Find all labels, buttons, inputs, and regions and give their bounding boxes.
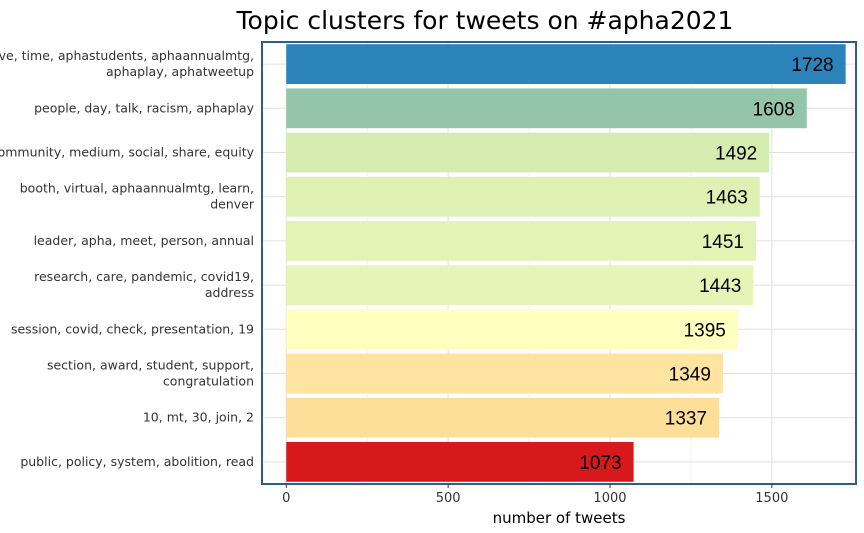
y-tick-label: people, day, talk, racism, aphaplay: [34, 100, 255, 115]
y-axis-labels: love, time, aphastudents, aphaannualmtg,…: [0, 48, 255, 469]
y-tick-label: section, award, student, support, congrat…: [47, 358, 254, 389]
bar: [286, 353, 723, 394]
bar: [286, 44, 846, 84]
bar: [286, 309, 738, 350]
y-tick-label: session, covid, check, presentation, 19: [11, 321, 254, 336]
bar-value-label: 1451: [702, 232, 744, 253]
bar: [286, 265, 754, 305]
y-tick-label: research, care, pandemic, covid19, addres…: [34, 269, 254, 300]
bar-value-label: 1337: [665, 409, 707, 430]
plot-border: [261, 41, 857, 485]
bar-value-label: 1608: [753, 99, 795, 120]
bar: [286, 442, 634, 482]
bar-value-label: 1728: [791, 55, 833, 76]
bar: [286, 176, 760, 217]
bar-value-label: 1492: [715, 144, 757, 165]
y-tick-label: booth, virtual, aphaannualmtg, learn, den…: [20, 181, 255, 212]
y-tick-label: public, policy, system, abolition, read: [20, 454, 254, 469]
y-tick-label: leader, apha, meet, person, annual: [34, 233, 254, 248]
x-tick-label: 1500: [755, 491, 788, 506]
y-tick-label: community, medium, social, share, equity: [0, 145, 255, 160]
bar-value-label: 1073: [579, 453, 621, 474]
chart-title: Topic clusters for tweets on #apha2021: [236, 6, 734, 35]
x-tick-label: 1000: [593, 491, 626, 506]
bar-series: [286, 44, 846, 482]
bar: [286, 397, 720, 438]
x-axis-ticks: 0 500 1000 1500: [282, 484, 788, 506]
bar-value-label: 1463: [706, 188, 748, 209]
bar-value-label: 1395: [684, 320, 726, 341]
x-tick-label: 500: [436, 491, 461, 506]
bar-value-label: 1349: [669, 365, 711, 386]
x-tick-label: 0: [282, 491, 290, 506]
bar: [286, 88, 807, 129]
bar: [286, 132, 770, 173]
y-tick-label: 10, mt, 30, join, 2: [143, 410, 254, 425]
y-tick-label: love, time, aphastudents, aphaannualmtg,…: [0, 48, 254, 79]
data-labels: 1728 1608 1492 1463 1451 1443 1395 1349 1337 1073: [579, 55, 833, 474]
bar: [286, 221, 756, 261]
x-axis-title: number of tweets: [493, 509, 626, 527]
bar-value-label: 1443: [699, 276, 741, 297]
